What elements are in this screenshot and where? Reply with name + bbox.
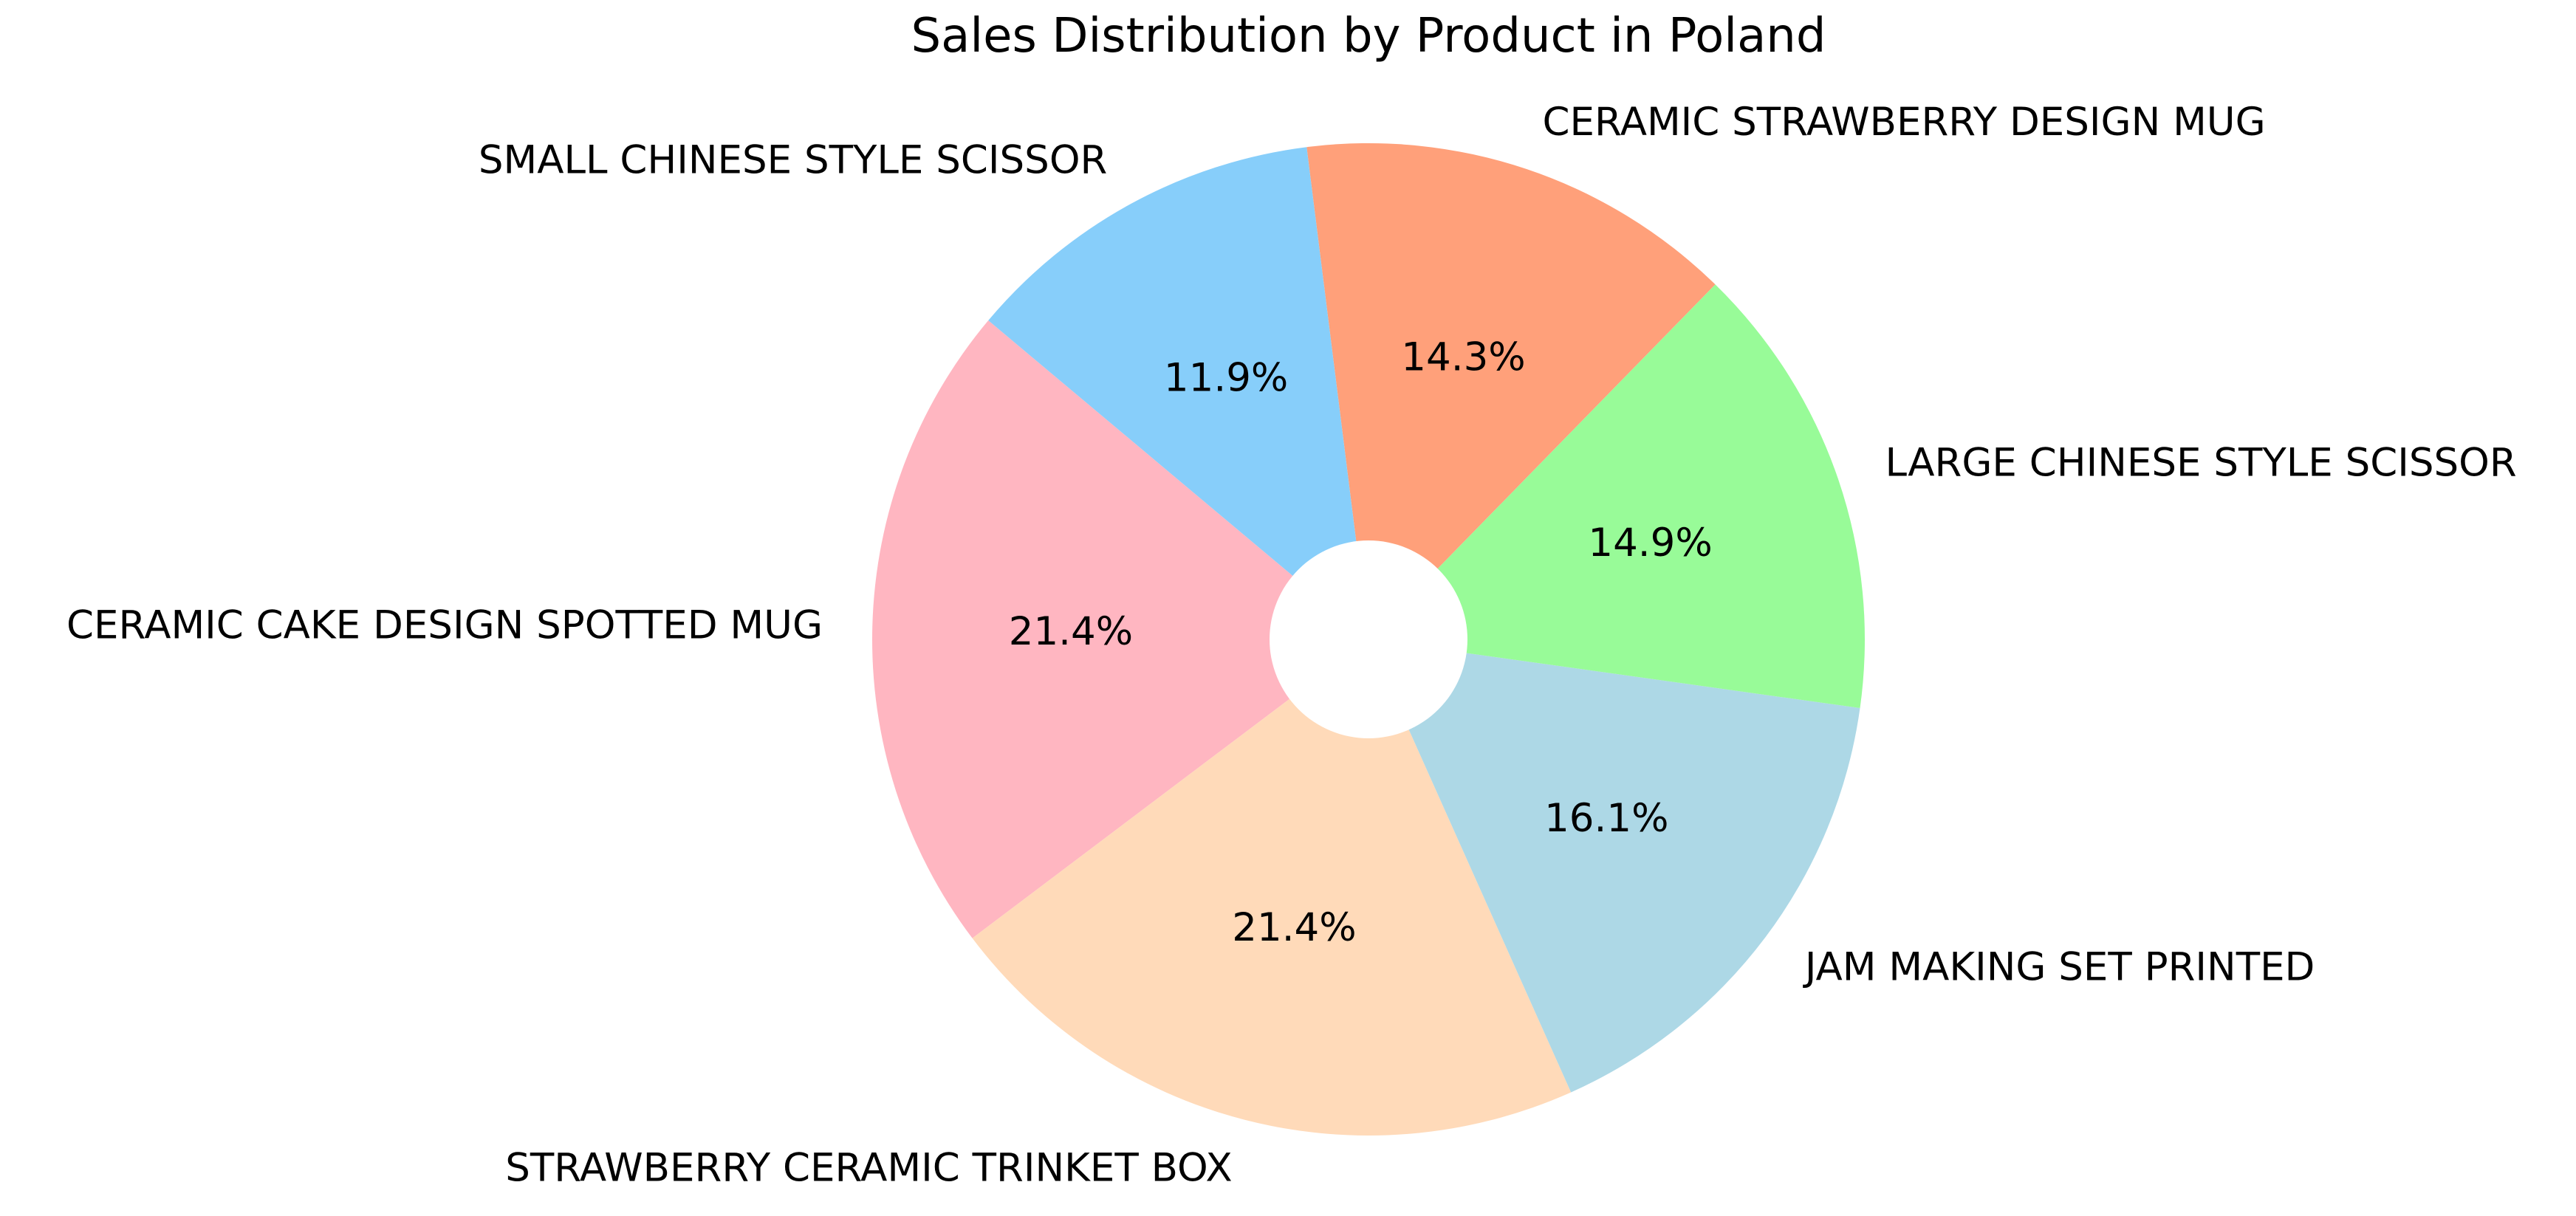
pct-label-small-chinese-style-scissor: 11.9% — [1164, 355, 1288, 400]
pie-slice-small-chinese-style-scissor — [988, 147, 1368, 639]
slice-label-small-chinese-style-scissor: SMALL CHINESE STYLE SCISSOR — [479, 137, 1108, 182]
pie-slice-ceramic-strawberry-design-mug — [1306, 142, 1716, 639]
slice-label-strawberry-ceramic-trinket-box: STRAWBERRY CERAMIC TRINKET BOX — [505, 1145, 1232, 1190]
pie-slice-large-chinese-style-scissor — [1368, 284, 1865, 709]
slice-labels: CERAMIC CAKE DESIGN SPOTTED MUG STRAWBERR… — [66, 100, 2517, 1191]
pct-label-ceramic-strawberry-design-mug: 14.3% — [1401, 334, 1525, 379]
slice-label-ceramic-strawberry-design-mug: CERAMIC STRAWBERRY DESIGN MUG — [1543, 100, 2266, 145]
pie-slice-jam-making-set-printed — [1368, 639, 1860, 1093]
slices-group — [872, 142, 1865, 1136]
donut-hole — [1270, 540, 1467, 738]
pct-label-strawberry-ceramic-trinket-box: 21.4% — [1232, 905, 1356, 950]
percentage-labels: 21.4% 21.4% 16.1% 14.9% 14.3% 11.9% — [1009, 334, 1713, 950]
pct-label-large-chinese-style-scissor: 14.9% — [1588, 521, 1712, 566]
slice-label-ceramic-cake-design-spotted-mug: CERAMIC CAKE DESIGN SPOTTED MUG — [66, 602, 823, 647]
pct-label-ceramic-cake-design-spotted-mug: 21.4% — [1009, 609, 1133, 654]
slice-label-large-chinese-style-scissor: LARGE CHINESE STYLE SCISSOR — [1885, 441, 2517, 486]
chart-title: Sales Distribution by Product in Poland — [911, 9, 1826, 63]
slice-label-jam-making-set-printed: JAM MAKING SET PRINTED — [1803, 945, 2315, 990]
pie-slice-strawberry-ceramic-trinket-box — [972, 639, 1572, 1136]
pct-label-jam-making-set-printed: 16.1% — [1544, 796, 1668, 841]
pie-slice-ceramic-cake-design-spotted-mug — [872, 320, 1368, 938]
